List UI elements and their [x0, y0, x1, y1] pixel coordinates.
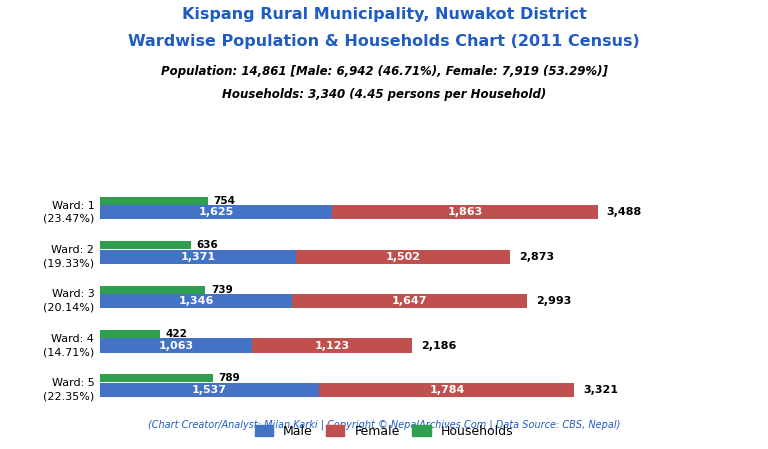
Text: 789: 789 [218, 374, 240, 383]
Bar [100, 286, 205, 294]
Text: 1,063: 1,063 [158, 341, 194, 351]
Text: 3,488: 3,488 [607, 207, 642, 217]
Text: 1,863: 1,863 [448, 207, 483, 217]
Text: 1,346: 1,346 [178, 296, 214, 306]
Text: 3,321: 3,321 [583, 385, 618, 395]
Text: 1,371: 1,371 [180, 251, 215, 262]
Text: (Chart Creator/Analyst: Milan Karki | Copyright © NepalArchives.Com | Data Sourc: (Chart Creator/Analyst: Milan Karki | Co… [147, 420, 621, 430]
Bar [100, 250, 296, 264]
Text: 422: 422 [166, 329, 187, 339]
Bar [319, 383, 574, 397]
Bar [100, 374, 213, 383]
Bar [296, 250, 511, 264]
Text: 739: 739 [211, 285, 233, 295]
Bar [100, 339, 252, 352]
Bar [100, 197, 207, 205]
Bar [100, 205, 332, 219]
Bar [252, 339, 412, 352]
Text: 2,186: 2,186 [421, 341, 456, 351]
Text: Population: 14,861 [Male: 6,942 (46.71%), Female: 7,919 (53.29%)]: Population: 14,861 [Male: 6,942 (46.71%)… [161, 65, 607, 78]
Text: 1,625: 1,625 [198, 207, 233, 217]
Text: 1,784: 1,784 [429, 385, 465, 395]
Text: Households: 3,340 (4.45 persons per Household): Households: 3,340 (4.45 persons per Hous… [222, 88, 546, 101]
Bar [292, 294, 528, 308]
Text: 1,123: 1,123 [314, 341, 349, 351]
Bar [100, 330, 161, 338]
Text: 2,993: 2,993 [536, 296, 571, 306]
Bar [100, 294, 292, 308]
Text: Wardwise Population & Households Chart (2011 Census): Wardwise Population & Households Chart (… [128, 34, 640, 48]
Text: Kispang Rural Municipality, Nuwakot District: Kispang Rural Municipality, Nuwakot Dist… [181, 7, 587, 22]
Text: 636: 636 [197, 240, 218, 250]
Legend: Male, Female, Households: Male, Female, Households [250, 420, 518, 443]
Text: 1,502: 1,502 [386, 251, 421, 262]
Bar [332, 205, 598, 219]
Text: 2,873: 2,873 [519, 251, 554, 262]
Bar [100, 383, 319, 397]
Bar [100, 241, 190, 249]
Text: 754: 754 [214, 196, 235, 206]
Text: 1,537: 1,537 [192, 385, 227, 395]
Text: 1,647: 1,647 [392, 296, 428, 306]
